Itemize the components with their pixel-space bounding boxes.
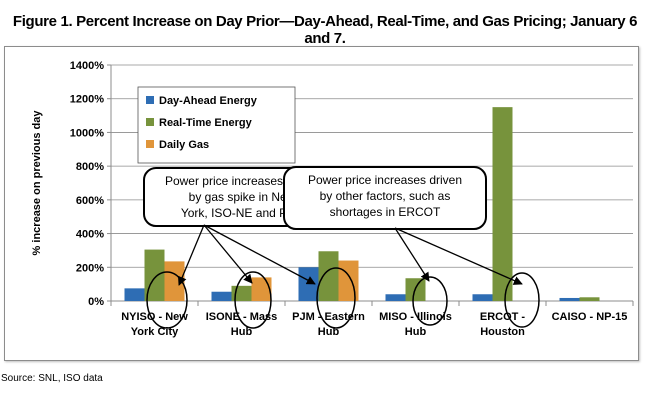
axis-labels: 0% 200% 400% 600% 800% 1000% 1200% 1400% % incre… [31,60,627,338]
bar [559,297,580,301]
y-tick-label: 200% [76,262,104,274]
y-tick-label: 800% [76,161,104,173]
x-tick-label: York City [131,326,179,338]
highlight-circle [316,267,356,329]
bar [298,267,319,301]
legend: Day-Ahead Energy Real-Time Energy Daily Ga… [137,86,296,164]
bar [164,261,185,301]
bar [124,288,145,301]
annotation-text: York, ISO-NE and PJM [181,206,303,220]
x-tick-label: Hub [405,326,427,338]
legend-label: Real-Time Energy [159,117,253,129]
bar [385,294,406,301]
x-tick-label: Hub [231,326,253,338]
annotation-arrow [177,224,205,286]
highlight-circle [146,271,188,329]
chart-frame: 0% 200% 400% 600% 800% 1000% 1200% 1400% % incre… [4,46,639,361]
y-tick-label: 1200% [70,94,104,106]
legend-label: Daily Gas [159,139,209,151]
x-tick-label: Hub [318,326,340,338]
legend-swatch [146,118,154,126]
legend-label: Day-Ahead Energy [159,95,258,107]
bar-chart: 0% 200% 400% 600% 800% 1000% 1200% 1400% % incre… [31,60,634,338]
legend-swatch [146,140,154,148]
y-tick-label: 400% [76,229,104,241]
x-tick-label: CAISO - NP-15 [552,311,628,323]
x-tick-label: Houston [480,326,525,338]
y-tick-label: 0% [88,296,104,308]
legend-box [137,86,296,164]
bar [251,277,272,301]
annotation-arrow [203,224,253,284]
y-axis-label: % increase on previous day [31,110,43,256]
annotation-arrow [394,227,430,282]
x-tick-label: MISO - Illinois [379,311,452,323]
y-tick-label: 1400% [70,60,104,72]
bar [211,291,232,301]
annotations: Power price increases driven by gas spike… [143,166,540,329]
y-tick-label: 1000% [70,127,104,139]
annotation-arrow [394,227,523,285]
bar [492,107,513,301]
x-tick-label: NYISO - New [121,311,188,323]
axes [107,64,634,306]
annotation-text: Power price increases driven [308,173,462,187]
annotation-text: shortages in ERCOT [330,205,441,219]
source-note: Source: SNL, ISO data [1,373,103,384]
highlight-circle [412,276,448,326]
highlight-circle [234,271,272,329]
annotation-text: by gas spike in New [189,190,296,204]
bar [318,251,339,301]
bars [124,107,600,301]
annotation-arrow [203,224,316,285]
x-tick-label: PJM - Eastern [292,311,365,323]
bar [472,294,493,301]
y-tick-label: 600% [76,195,104,207]
annotation-callout [283,166,487,230]
annotation-text: by other factors, such as [320,189,451,203]
figure-title: Figure 1. Percent Increase on Day Prior—… [12,13,638,47]
legend-swatch [146,96,154,104]
x-tick-label: ISONE - Mass [206,311,278,323]
x-tick-label: ERCOT - [480,311,526,323]
highlight-circle [504,272,540,328]
annotation-text: Power price increases driven [165,174,319,188]
bar [579,297,600,301]
